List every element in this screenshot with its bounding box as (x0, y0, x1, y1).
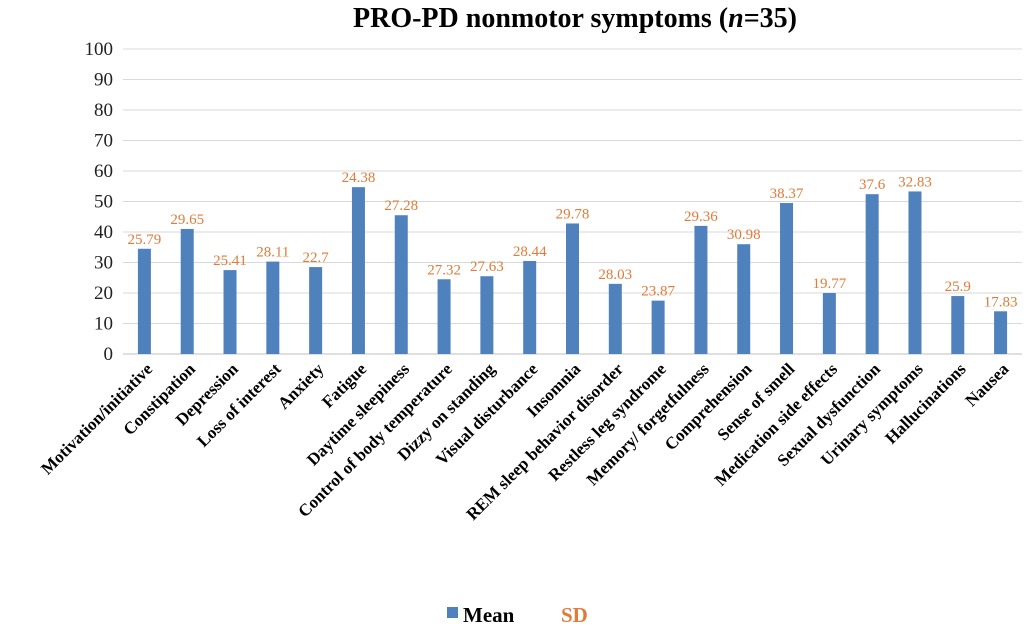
sd-data-label: 27.32 (427, 262, 461, 278)
mean-bar (351, 187, 365, 354)
bar-layer (137, 187, 1008, 354)
mean-bar (822, 293, 836, 354)
mean-bar (566, 223, 579, 354)
sd-data-label: 23.87 (641, 284, 675, 300)
y-tick-label: 10 (94, 314, 113, 335)
sd-data-label: 22.7 (303, 250, 330, 266)
legend-mean-label: Mean (463, 603, 515, 627)
y-tick-label: 20 (94, 283, 113, 304)
sd-data-label: 27.63 (470, 259, 504, 275)
sd-data-label: 19.77 (812, 276, 846, 292)
y-tick-label: 70 (94, 131, 113, 152)
y-tick-label: 50 (94, 192, 113, 213)
sd-label-layer: 25.79 29.65 25.41 28.11 22.7 24.38 27.28 27.32 2… (128, 170, 1018, 310)
sd-data-label: 27.28 (384, 198, 418, 214)
y-tick-label: 100 (85, 39, 114, 60)
category-label: Nausea (962, 359, 1013, 410)
mean-bar (737, 244, 751, 354)
mean-bar (651, 300, 665, 354)
legend-sd-label: SD (561, 603, 588, 627)
chart-title-tail: =35) (744, 3, 797, 34)
chart-title-italic: n (728, 3, 744, 34)
chart-title: PRO-PD nonmotor symptoms (n=35) (353, 3, 797, 34)
sd-data-label: 29.78 (556, 206, 590, 222)
sd-data-label: 30.98 (727, 227, 761, 243)
sd-data-label: 38.37 (770, 186, 804, 202)
sd-data-label: 28.11 (256, 245, 289, 261)
mean-bar (266, 261, 280, 354)
mean-bar (480, 276, 494, 354)
sd-data-label: 29.36 (684, 209, 718, 225)
sd-data-label: 25.9 (945, 279, 971, 295)
y-tick-label: 90 (94, 70, 113, 91)
legend: Mean SD (447, 603, 588, 627)
sd-data-label: 25.79 (128, 232, 162, 248)
sd-data-label: 28.44 (513, 244, 547, 260)
mean-bar (137, 248, 151, 354)
y-tick-label: 30 (94, 253, 113, 274)
y-tick-labels: 0 10 20 30 40 50 60 70 80 90 100 (85, 39, 114, 365)
category-label: Anxiety (274, 359, 328, 413)
sd-data-label: 29.65 (170, 212, 204, 228)
chart-title-main: PRO-PD nonmotor symptoms ( (353, 3, 728, 34)
mean-bar (394, 215, 408, 354)
sd-data-label: 17.83 (984, 294, 1018, 310)
sd-data-label: 32.83 (898, 174, 932, 190)
mean-bar (865, 194, 879, 354)
sd-data-label: 25.41 (213, 253, 247, 269)
x-tick-labels: Motivation/initiativeConstipationDepress… (37, 359, 1012, 524)
sd-data-label: 28.03 (598, 267, 632, 283)
mean-bar (437, 279, 451, 354)
y-tick-label: 80 (94, 100, 113, 121)
sd-data-label: 37.6 (859, 177, 886, 193)
legend-mean-swatch (447, 607, 458, 618)
mean-bar (908, 191, 922, 354)
y-tick-label: 0 (104, 344, 114, 365)
mean-bar (180, 228, 194, 354)
sd-data-label: 24.38 (342, 170, 376, 186)
y-tick-label: 60 (94, 161, 113, 182)
mean-bar (523, 260, 537, 354)
mean-bar (608, 283, 622, 354)
mean-bar (309, 267, 323, 354)
mean-bar (951, 296, 965, 354)
mean-bar (223, 270, 237, 354)
y-tick-label: 40 (94, 222, 113, 243)
mean-bar (994, 311, 1008, 354)
mean-bar (694, 225, 708, 354)
mean-bar (780, 203, 794, 354)
